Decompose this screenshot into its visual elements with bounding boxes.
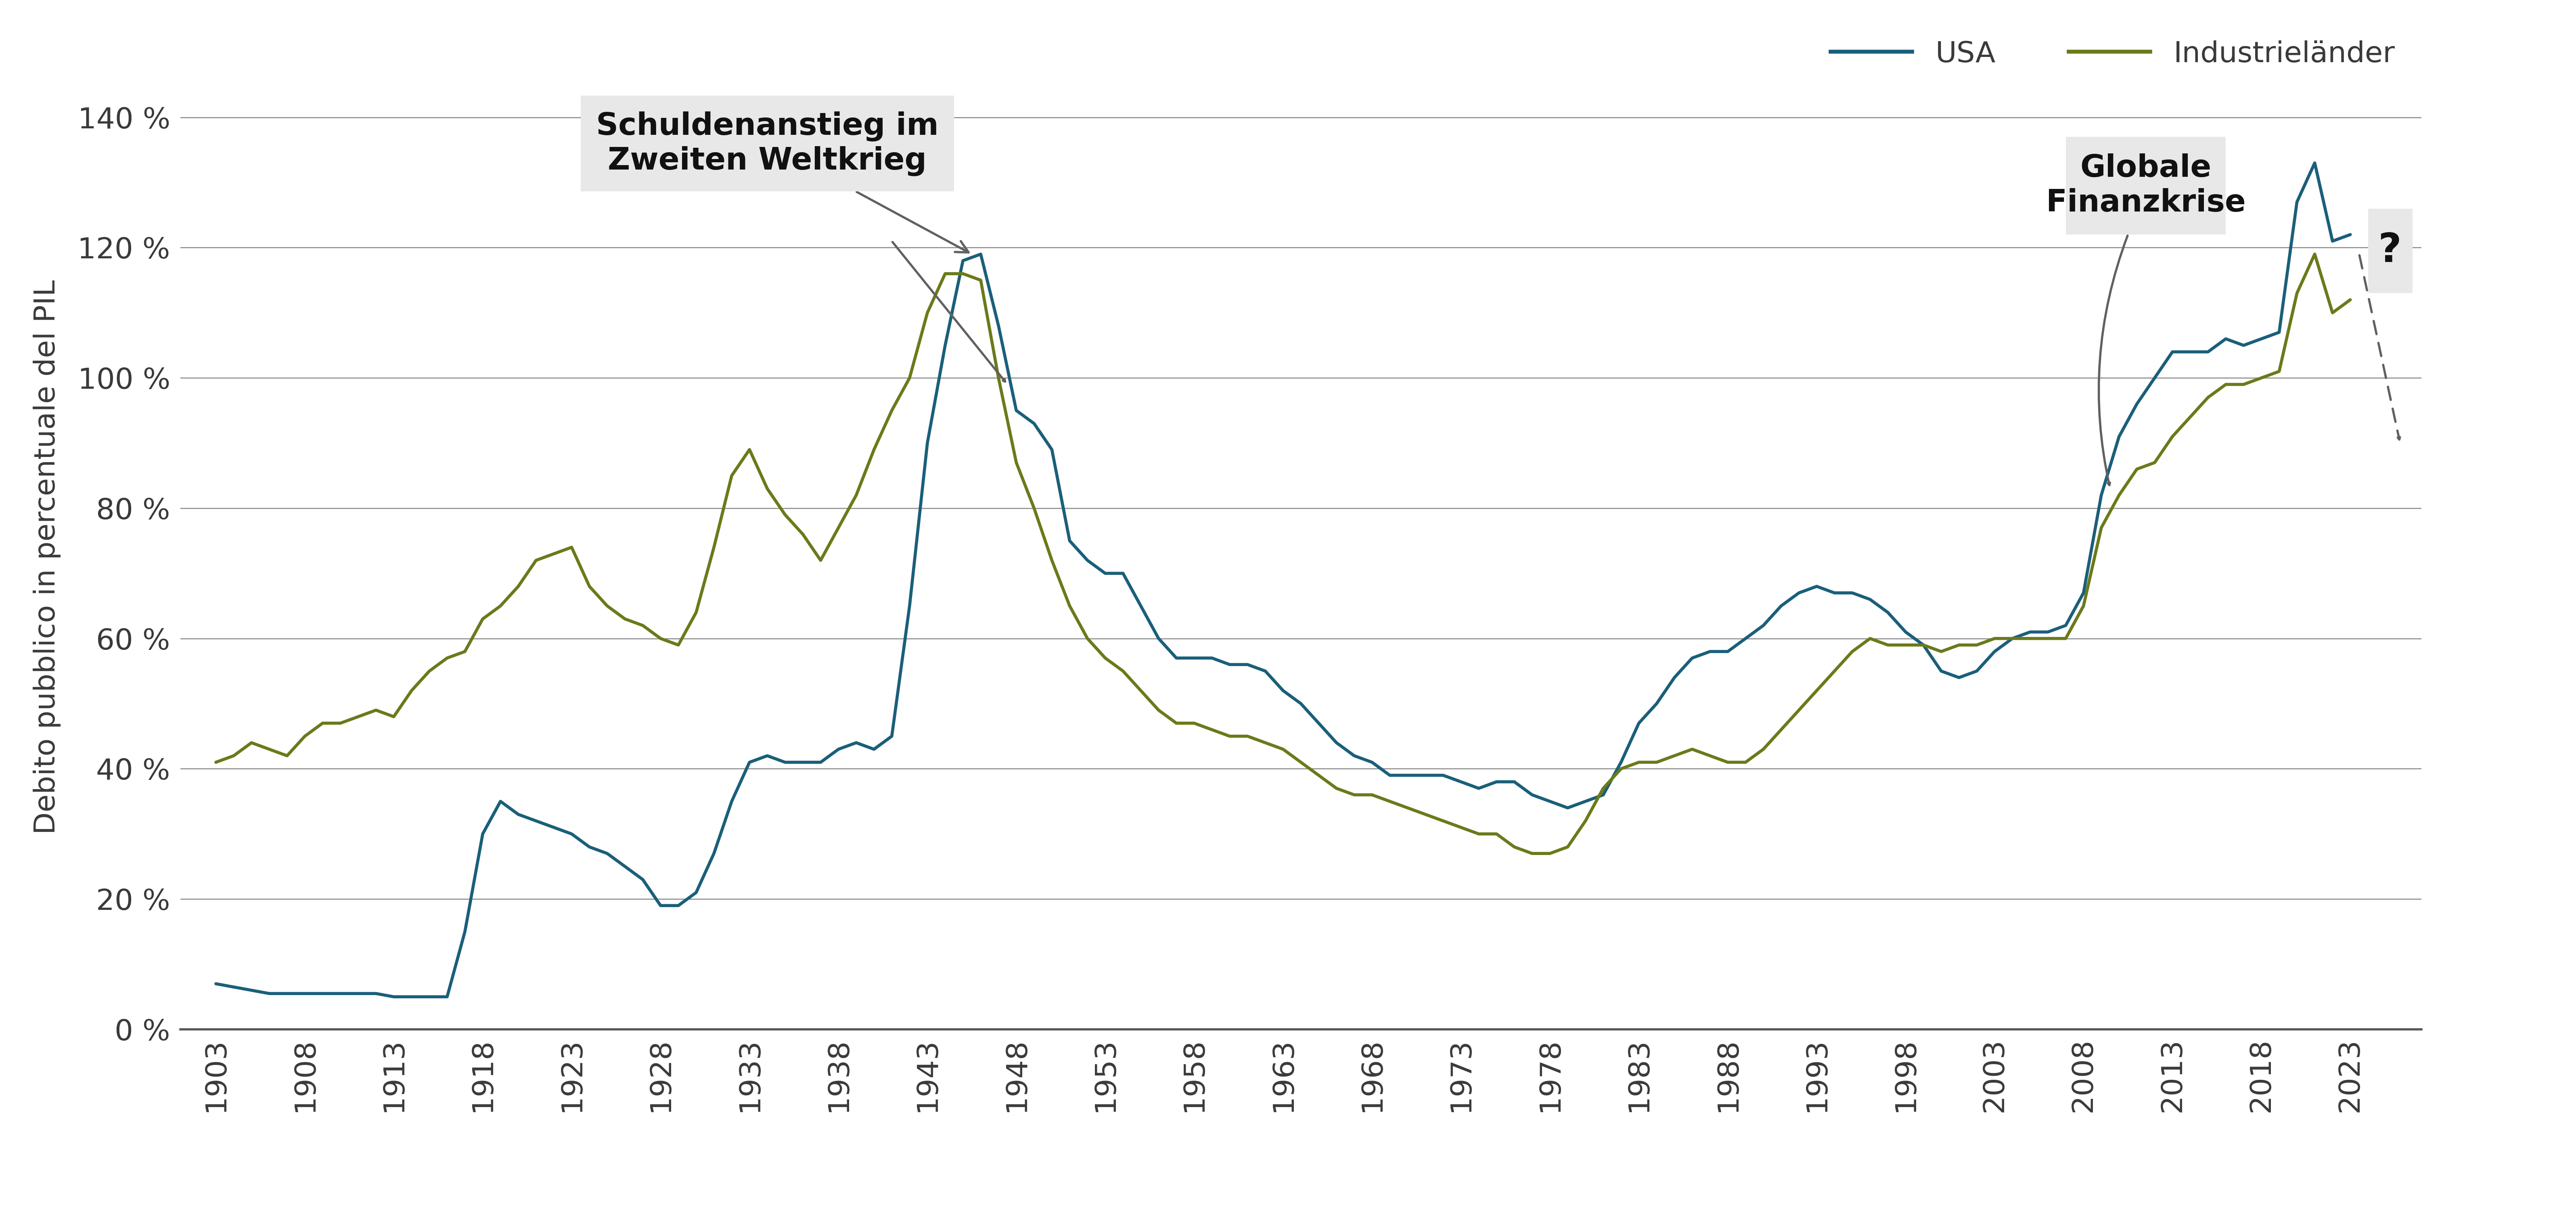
Text: Globale
Finanzkrise: Globale Finanzkrise	[2045, 154, 2246, 218]
Text: ?: ?	[2378, 231, 2401, 270]
FancyBboxPatch shape	[2367, 208, 2414, 293]
Legend: USA, Industrieländer: USA, Industrieländer	[1819, 29, 2406, 80]
FancyBboxPatch shape	[2066, 137, 2226, 235]
Y-axis label: Debito pubblico in percentuale del PIL: Debito pubblico in percentuale del PIL	[33, 280, 62, 834]
Text: Schuldenanstieg im
Zweiten Weltkrieg: Schuldenanstieg im Zweiten Weltkrieg	[595, 111, 969, 252]
